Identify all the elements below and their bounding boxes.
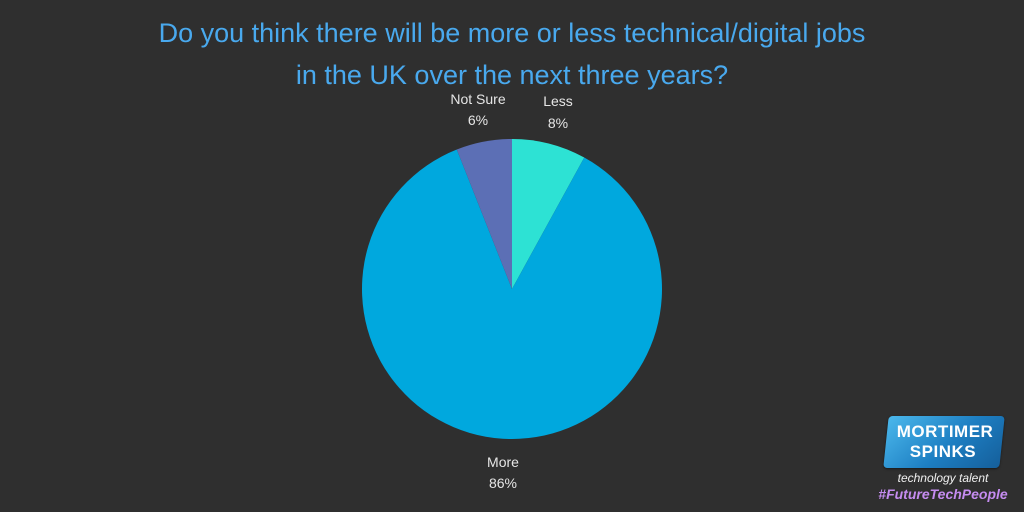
chart-title-line-1: Do you think there will be more or less … <box>158 18 866 48</box>
slice-label-not-sure: Not Sure <box>450 91 505 107</box>
logo-line-1: MORTIMER <box>896 422 994 441</box>
logo-tagline: technology talent <box>897 471 989 485</box>
pie-labels: Less 8% More 86% Not Sure 6% <box>450 91 572 491</box>
pie-slice-more <box>361 149 662 439</box>
slice-value-more: 86% <box>489 475 517 491</box>
pie-slice-less <box>512 139 585 289</box>
pie-slices <box>361 139 662 439</box>
logo-badge: MORTIMER SPINKS <box>883 416 1005 468</box>
slice-label-less: Less <box>543 93 573 109</box>
slice-value-less: 8% <box>548 115 568 131</box>
logo-hashtag: #FutureTechPeople <box>878 486 1008 502</box>
chart-title: Do you think there will be more or less … <box>0 12 1024 96</box>
pie-slice-not-sure <box>456 139 512 289</box>
slice-label-more: More <box>487 454 519 470</box>
slice-value-not-sure: 6% <box>468 112 488 128</box>
company-logo: MORTIMER SPINKS technology talent #Futur… <box>868 412 1018 508</box>
chart-title-line-2: in the UK over the next three years? <box>295 60 729 90</box>
logo-line-2: SPINKS <box>909 442 977 461</box>
